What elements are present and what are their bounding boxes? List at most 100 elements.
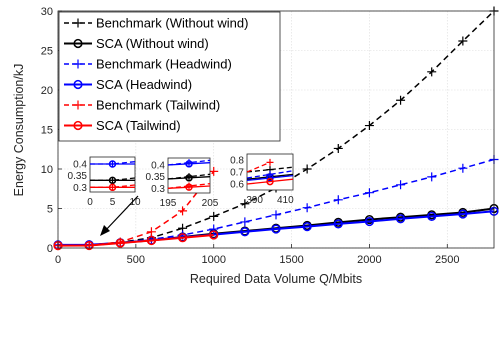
inset-series-1-line: [167, 176, 211, 180]
series-0-point: [333, 143, 343, 153]
x-tick-label: 0: [55, 254, 61, 266]
inset-y-tick-label: 0.3: [73, 183, 87, 194]
legend-label-2: Benchmark (Headwind): [96, 57, 232, 72]
series-5-point: [84, 240, 94, 251]
series-3-point: [458, 209, 468, 219]
legend-marker-0: [73, 18, 83, 28]
inset-x-tick-label: 5: [110, 197, 116, 208]
inset-x-tick-label: 410: [277, 195, 294, 206]
x-tick-label: 500: [127, 254, 145, 266]
inset-series-5-point: [185, 183, 193, 191]
series-2-point: [333, 195, 343, 205]
series-2-point: [240, 217, 250, 227]
y-tick-label: 25: [41, 46, 53, 58]
inset-series-0-line: [167, 173, 211, 180]
inset-y-tick-label: 0.3: [151, 184, 165, 195]
inset-series-4-point: [266, 158, 274, 166]
y-tick-label: 10: [41, 164, 53, 176]
legend-marker-1: [73, 38, 83, 49]
inset-y-tick-label: 0.4: [151, 161, 165, 172]
y-tick-label: 15: [41, 125, 53, 137]
x-tick-label: 1000: [201, 254, 225, 266]
series-2-point: [302, 203, 312, 213]
series-2-point: [427, 172, 437, 182]
legend-marker-3: [73, 79, 83, 90]
series-3-point: [364, 216, 375, 227]
zoom-arrow: [100, 195, 139, 236]
legend-marker-5: [73, 120, 83, 131]
series-2-point: [209, 224, 219, 234]
legend: Benchmark (Without wind) SCA (Without win…: [58, 11, 281, 142]
inset-series-1-point: [185, 174, 193, 182]
inset-series-3-line: [167, 162, 211, 166]
series-0-point: [458, 36, 468, 46]
series-3-point: [395, 214, 406, 224]
legend-box: [58, 11, 281, 142]
inset-x-tick-label: 195: [160, 198, 177, 209]
series-0-point: [396, 95, 406, 105]
inset-series-4-line: [246, 161, 271, 173]
inset-2: 0.60.70.8 390 410: [230, 153, 294, 206]
legend-label-3: SCA (Headwind): [96, 77, 192, 92]
series-4-point: [146, 227, 156, 237]
series-5-point: [177, 233, 188, 243]
series-3-point: [240, 227, 250, 237]
x-tick-label: 2000: [357, 254, 381, 266]
legend-label-5: SCA (Tailwind): [96, 118, 181, 133]
inset-y-tick-label: 0.6: [230, 180, 244, 191]
y-tick-label: 30: [41, 6, 53, 18]
legend-label-1: SCA (Without wind): [96, 36, 209, 51]
plot-area: [53, 6, 499, 251]
inset-series-4-line: [167, 183, 211, 189]
inset-series-2-line: [167, 159, 211, 166]
y-tick-label: 20: [41, 85, 53, 97]
inset-1: 0.30.350.4 195 205: [146, 157, 219, 209]
inset-series-5-point: [266, 177, 274, 186]
inset-y-tick-label: 0.35: [68, 171, 88, 182]
series-3-point: [333, 219, 343, 229]
series-2-point: [271, 210, 281, 220]
series-5-point: [115, 238, 125, 248]
inset-x-tick-label: 205: [202, 198, 219, 209]
inset-series-5-line: [167, 185, 211, 189]
legend-label-0: Benchmark (Without wind): [96, 16, 248, 31]
series-0-point: [302, 164, 312, 174]
y-axis-label: Energy Consumption/kJ: [12, 64, 26, 197]
inset-y-tick-label: 0.7: [230, 168, 244, 179]
y-tick-label: 0: [47, 243, 53, 255]
inset-y-tick-label: 0.8: [230, 156, 244, 167]
series-0-point: [209, 211, 219, 221]
inset-series-3-point: [185, 160, 193, 168]
series-2-point: [458, 163, 468, 173]
inset-series-1-point: [108, 176, 117, 185]
y-tick-label: 5: [47, 204, 53, 216]
inset-series-3-point: [108, 160, 117, 168]
x-tick-label: 2500: [435, 254, 459, 266]
series-2-point: [364, 188, 374, 198]
series-5-line: [57, 233, 214, 247]
series-3-point: [271, 224, 281, 234]
series-5-point: [146, 235, 157, 246]
series-2-point: [396, 180, 406, 190]
series-4-point: [178, 206, 188, 216]
series-3-point: [427, 211, 437, 221]
x-axis-label: Required Data Volume Q/Mbits: [190, 272, 362, 286]
axis-ticks: 0 500 1000 1500 2000 2500 0 5 10 15 20 25 30: [41, 6, 460, 266]
legend-label-4: Benchmark (Tailwind): [96, 98, 220, 113]
legend-marker-2: [73, 59, 83, 69]
series-0-point: [427, 67, 437, 77]
series-4-point: [209, 166, 219, 176]
x-tick-label: 1500: [279, 254, 303, 266]
inset-y-tick-label: 0.35: [146, 172, 166, 183]
inset-y-tick-label: 0.4: [73, 160, 87, 171]
inset-series-5-point: [108, 183, 117, 192]
inset-x-tick-label: 390: [246, 195, 263, 206]
series-5-point: [209, 230, 219, 240]
inset-x-tick-label: 10: [129, 197, 141, 208]
legend-marker-4: [73, 100, 83, 110]
series-3-point: [302, 222, 312, 232]
inset-series-5-line: [246, 178, 294, 185]
inset-0: 0.30.350.4 0 5 10: [68, 156, 141, 208]
